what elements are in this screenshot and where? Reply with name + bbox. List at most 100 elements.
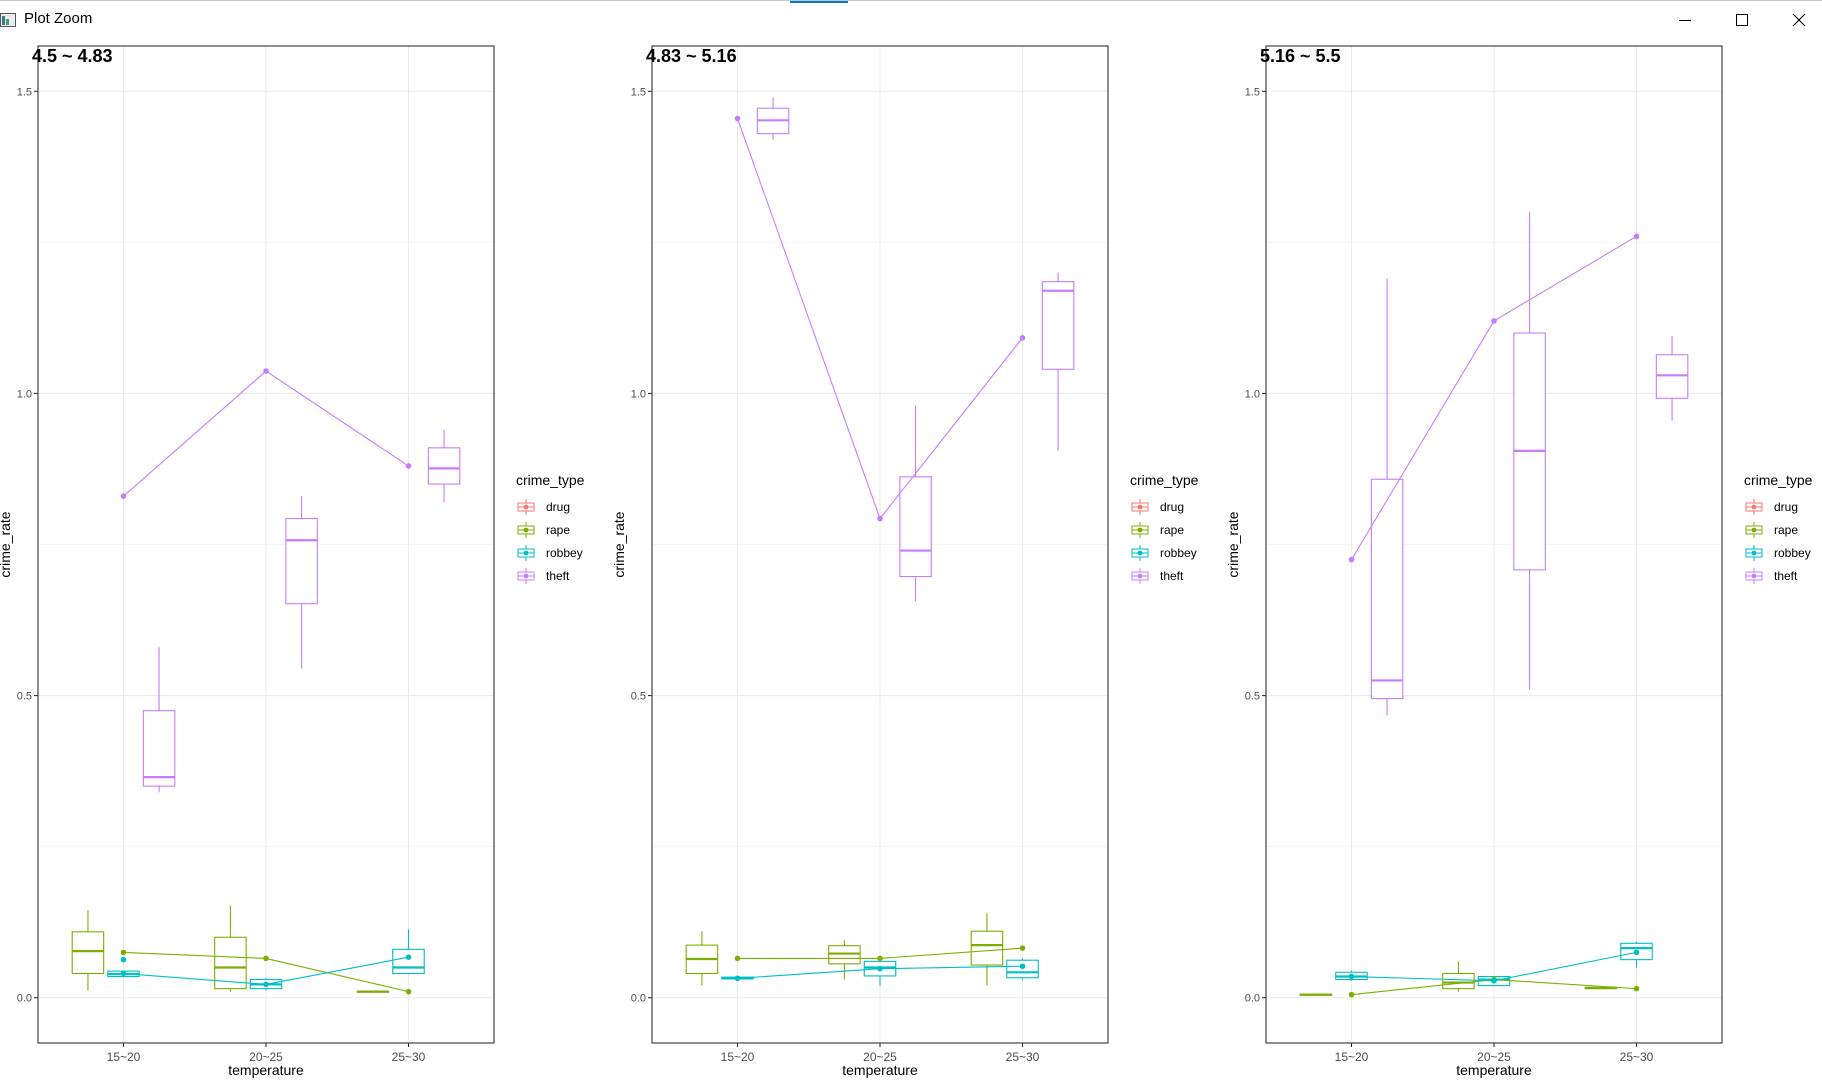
boxplot-theft-2 <box>427 429 461 503</box>
y-tick-label: 0.0 <box>17 993 32 1005</box>
legend-key-point <box>1751 527 1757 533</box>
legend-key-theft <box>1745 568 1763 584</box>
facet-panel-2: 0.0 0.5 1.0 1.5 15~20 20~25 25~30 temperature cr… <box>611 45 1199 1078</box>
legend-key-point <box>1751 573 1757 579</box>
series-point-theft <box>263 368 269 374</box>
boxplot-rape-0 <box>1299 993 1333 996</box>
series-point-robbey <box>1019 963 1026 970</box>
box-body <box>1370 478 1404 700</box>
series-point-robbey <box>877 965 883 972</box>
boxplot-theft-2 <box>1041 272 1075 451</box>
y-tick-label: 0.5 <box>17 691 32 703</box>
series-point-rape <box>120 949 127 956</box>
y-tick-label: 1.0 <box>631 388 646 400</box>
y-tick-label: 1.5 <box>17 86 32 98</box>
x-tick-label: 25~30 <box>1006 1050 1040 1064</box>
legend-key-rape <box>1745 522 1763 538</box>
series-point-theft <box>734 115 741 122</box>
series-point-rape <box>405 988 412 995</box>
boxplot-theft-1 <box>899 405 932 602</box>
box-body <box>899 476 932 578</box>
legend-key-point <box>523 527 529 533</box>
panel-title: 4.83 ~ 5.16 <box>646 46 737 66</box>
series-point-rape <box>877 955 883 962</box>
x-tick-label: 20~25 <box>1477 1050 1511 1064</box>
boxplot-rape-1 <box>214 905 247 992</box>
facet-panel-1: 0.0 0.5 1.0 1.5 15~20 20~25 25~30 temperature cr… <box>0 45 585 1078</box>
series-point-robbey <box>1633 949 1640 956</box>
box-body <box>71 931 105 975</box>
window-title: Plot Zoom <box>24 10 93 27</box>
plot-area: 0.0 0.5 1.0 1.5 15~20 20~25 25~30 temperature cr… <box>0 38 1822 1080</box>
y-tick-label: 0.0 <box>631 993 646 1005</box>
series-point-theft <box>120 493 127 499</box>
box-body <box>285 517 318 605</box>
close-icon <box>1792 13 1806 27</box>
series-point-rape <box>734 955 741 962</box>
series-point-theft <box>1633 233 1640 240</box>
box-body <box>214 936 247 990</box>
y-tick-label: 1.0 <box>1245 388 1260 400</box>
series-point-robbey <box>1348 973 1355 980</box>
close-button[interactable] <box>1786 8 1812 32</box>
boxplot-rape-2 <box>970 913 1004 986</box>
legend-key-drug <box>517 499 535 515</box>
legend-key-drug <box>1131 499 1149 515</box>
panel-title: 5.16 ~ 5.5 <box>1260 46 1341 66</box>
box-body <box>828 945 861 965</box>
legend-label-rape: rape <box>1774 523 1798 537</box>
legend-key-point <box>523 550 529 556</box>
x-axis-title: temperature <box>1456 1062 1532 1078</box>
facet-panel-3: 0.0 0.5 1.0 1.5 15~20 20~25 25~30 temperature cr… <box>1225 45 1813 1078</box>
boxplot-robbey-2 <box>392 929 425 975</box>
legend-title: crime_type <box>1130 472 1199 488</box>
boxplot-rape-1 <box>828 940 861 980</box>
maximize-button[interactable] <box>1729 8 1755 32</box>
box-body <box>970 930 1004 966</box>
legend-label-rape: rape <box>546 523 570 537</box>
boxplot-rape-2 <box>356 990 390 993</box>
series-point-robbey <box>120 956 127 963</box>
boxplot-rape-0 <box>685 931 719 986</box>
boxplot-theft-1 <box>1513 212 1546 690</box>
box-body <box>1442 972 1475 990</box>
y-tick-label: 1.0 <box>17 388 32 400</box>
y-tick-label: 1.5 <box>1245 86 1260 98</box>
legend-key-theft <box>1131 568 1149 584</box>
r-plot-window-icon <box>0 13 16 27</box>
legend-label-robbey: robbey <box>1774 546 1811 560</box>
box-body <box>392 948 425 975</box>
legend-label-rape: rape <box>1160 523 1184 537</box>
series-point-rape <box>1019 945 1026 951</box>
legend-key-point <box>1137 550 1143 556</box>
y-tick-label: 0.5 <box>1245 691 1260 703</box>
legend-key-drug <box>1745 499 1763 515</box>
series-point-theft <box>877 515 883 522</box>
minimize-button[interactable] <box>1672 8 1698 32</box>
boxplot-theft-0 <box>142 647 176 793</box>
legend-key-point <box>523 573 529 579</box>
series-point-robbey <box>1491 977 1497 984</box>
panel-title: 4.5 ~ 4.83 <box>32 46 113 66</box>
boxplot-rape-0 <box>71 910 105 991</box>
series-point-theft <box>405 463 412 469</box>
y-tick-label: 0.0 <box>1245 993 1260 1005</box>
y-tick-label: 1.5 <box>631 86 646 98</box>
window-titlebar: Plot Zoom <box>0 0 1822 39</box>
boxplot-theft-2 <box>1655 336 1689 421</box>
x-tick-label: 15~20 <box>721 1050 755 1064</box>
legend-key-point <box>523 504 529 510</box>
boxplot-theft-0 <box>756 97 790 140</box>
box-body <box>1041 281 1075 370</box>
x-tick-label: 20~25 <box>249 1050 283 1064</box>
legend-key-point <box>1751 550 1757 556</box>
series-point-theft <box>1019 335 1026 341</box>
x-tick-label: 15~20 <box>107 1050 141 1064</box>
legend-key-rape <box>1131 522 1149 538</box>
boxplot-theft-0 <box>1370 278 1404 716</box>
x-tick-label: 25~30 <box>1620 1050 1654 1064</box>
legend-key-point <box>1137 504 1143 510</box>
x-tick-label: 20~25 <box>863 1050 897 1064</box>
facet-boxplot-figure: 0.0 0.5 1.0 1.5 15~20 20~25 25~30 temperature cr… <box>0 45 1813 1078</box>
